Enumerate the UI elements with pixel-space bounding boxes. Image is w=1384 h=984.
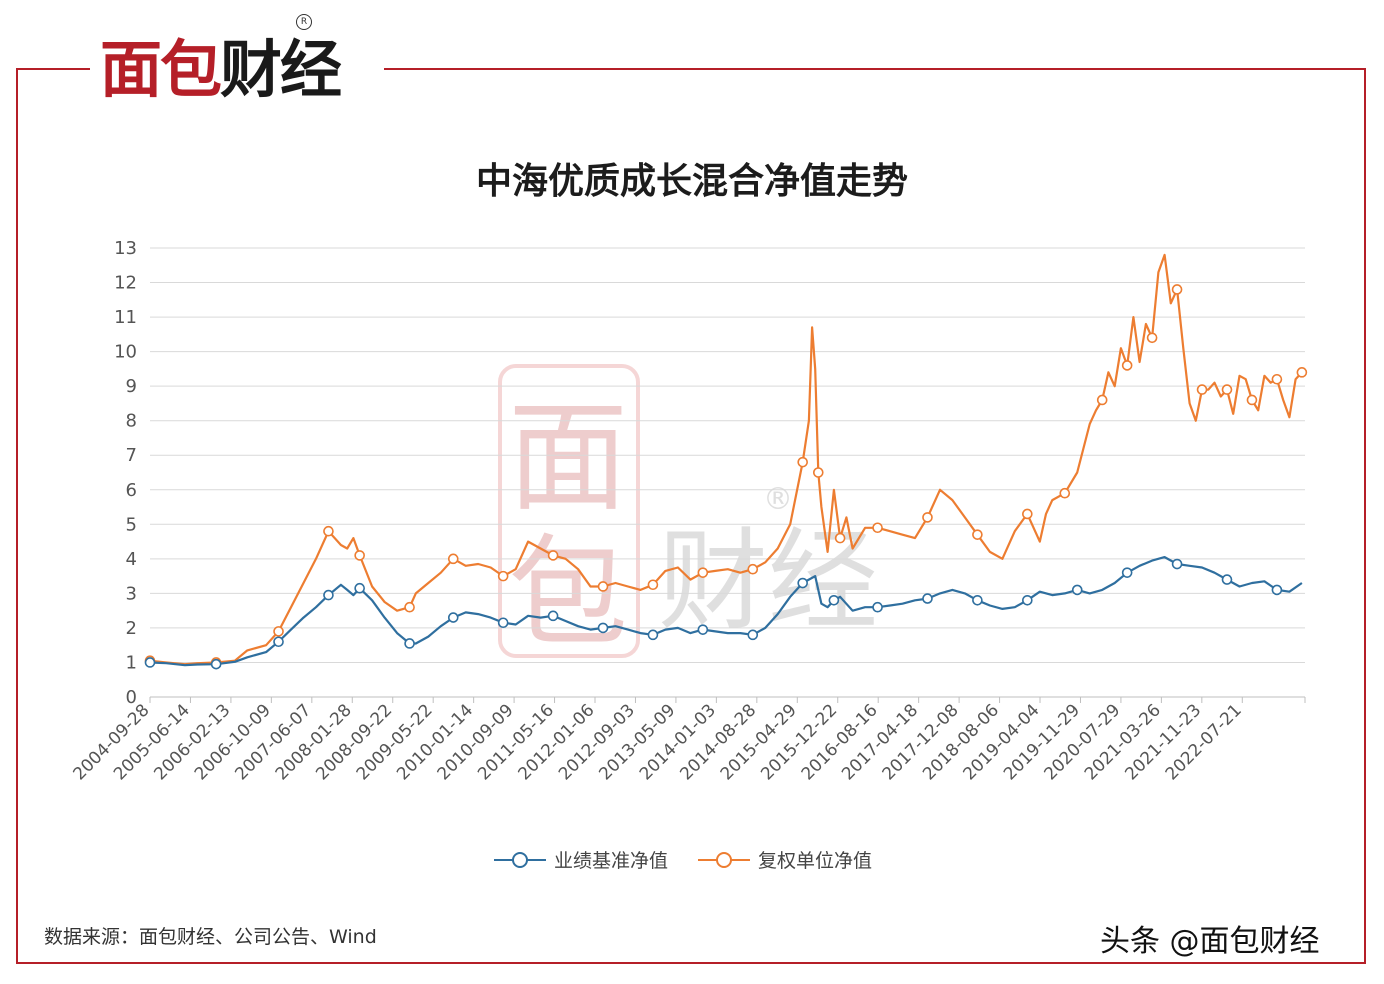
publisher-credit: 头条 @面包财经 [1100,924,1320,959]
data-point-adjusted [922,512,933,523]
data-point-adjusted [972,529,983,540]
y-tick-label: 8 [126,411,137,432]
y-tick-label: 5 [126,514,137,535]
data-point-adjusted [1296,367,1308,378]
data-point-benchmark [1171,558,1183,570]
chart-frame [16,68,1366,964]
brand-logo-dark-text: 财经 [220,33,342,106]
data-point-adjusted [1146,332,1158,344]
data-point-adjusted [1059,487,1071,499]
frame-gap [90,56,384,84]
data-point-benchmark [447,612,459,623]
legend-marker-benchmark-icon [494,851,546,868]
data-point-adjusted [547,550,559,561]
chart-series [144,253,1308,670]
data-point-adjusted [597,581,609,592]
y-tick-label: 7 [126,445,137,466]
data-point-benchmark [647,629,659,641]
data-point-benchmark [1022,594,1033,606]
brand-logo: 面包 财经 [100,26,342,106]
y-tick-label: 12 [114,273,137,294]
data-point-adjusted [1196,384,1208,395]
data-point-adjusted [697,567,709,578]
chart-legend: 业绩基准净值 复权单位净值 [494,846,872,873]
data-point-benchmark [1271,584,1283,596]
data-point-benchmark [354,582,365,594]
y-tick-label: 2 [126,618,137,639]
data-point-benchmark [1121,567,1133,578]
chart-grid [150,247,1305,698]
y-tick-label: 10 [114,342,137,363]
data-point-benchmark [747,629,759,641]
data-point-adjusted [1096,394,1108,406]
data-point-adjusted [747,563,759,575]
data-point-adjusted [834,532,846,544]
y-tick-label: 11 [114,307,137,328]
data-point-benchmark [547,610,559,622]
data-point-benchmark [972,594,983,606]
y-tick-label: 13 [114,238,137,259]
data-point-adjusted [354,550,365,561]
data-point-benchmark [1221,574,1233,585]
data-point-adjusted [1221,384,1233,395]
chart-title: 中海优质成长混合净值走势 [475,161,908,202]
legend-marker-adjusted-icon [698,851,751,868]
x-axis-ticks: 2004-09-282005-06-142006-02-132006-10-09… [70,697,1306,784]
data-point-benchmark [497,617,509,629]
data-point-benchmark [697,624,709,635]
data-point-benchmark [404,638,415,649]
data-point-benchmark [323,589,334,601]
data-point-benchmark [828,594,840,606]
data-point-adjusted [497,570,509,582]
y-tick-label: 1 [126,652,137,673]
legend-label-benchmark: 业绩基准净值 [554,850,669,872]
legend-label-adjusted: 复权单位净值 [758,850,873,872]
data-point-benchmark [273,636,284,648]
data-point-adjusted [323,525,334,537]
brand-logo-red-text: 面包 [100,33,222,106]
y-tick-label: 3 [126,583,137,604]
legend-item-benchmark[interactable]: 业绩基准净值 [494,846,668,873]
data-point-adjusted [1121,360,1133,371]
data-point-adjusted [404,601,415,613]
data-source-note: 数据来源：面包财经、公司公告、Wind [44,926,377,948]
data-point-adjusted [273,626,284,637]
data-point-adjusted [797,456,808,468]
data-point-adjusted [872,522,883,534]
y-tick-label: 4 [126,549,137,570]
data-point-benchmark [597,622,609,634]
data-point-adjusted [812,467,824,478]
y-tick-label: 0 [126,687,137,708]
legend-item-adjusted[interactable]: 复权单位净值 [698,846,872,873]
data-point-adjusted [647,579,659,591]
data-point-adjusted [1246,394,1258,406]
data-point-adjusted [1271,373,1283,385]
data-point-benchmark [1071,584,1083,596]
registered-mark-icon: R [296,14,312,30]
data-point-benchmark [797,577,808,589]
data-point-benchmark [210,658,222,670]
data-point-benchmark [922,593,933,604]
y-tick-label: 6 [126,480,137,501]
data-point-benchmark [872,601,883,613]
y-tick-label: 9 [126,376,137,397]
series-line-adjusted [149,253,1303,666]
data-point-adjusted [1022,508,1033,520]
data-point-adjusted [447,553,459,565]
data-point-benchmark [144,657,156,668]
data-point-adjusted [1171,284,1183,295]
